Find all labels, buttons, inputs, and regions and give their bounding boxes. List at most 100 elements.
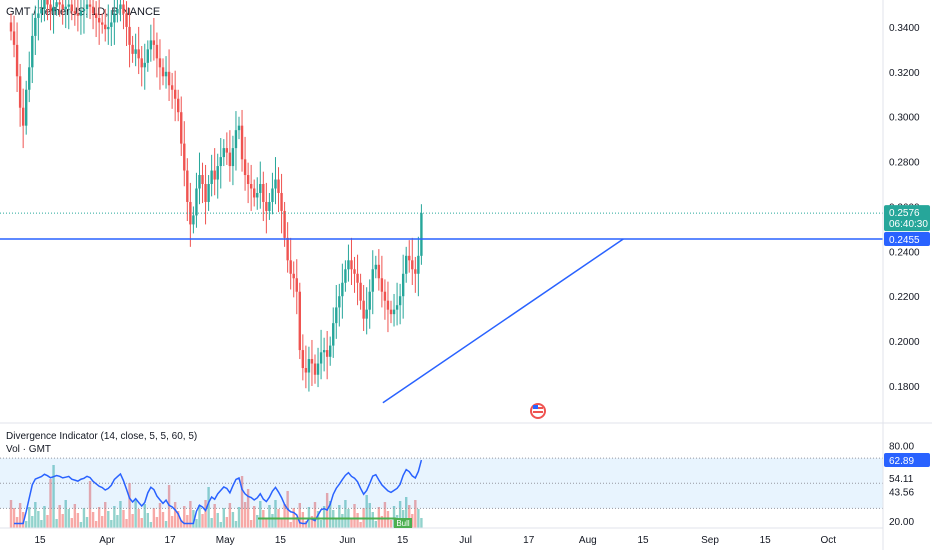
candle[interactable] bbox=[61, 0, 64, 25]
candle[interactable] bbox=[283, 201, 286, 247]
candle[interactable] bbox=[319, 329, 323, 380]
candle[interactable] bbox=[307, 346, 311, 392]
candle[interactable] bbox=[55, 0, 58, 16]
candle[interactable] bbox=[356, 254, 359, 306]
candle[interactable] bbox=[131, 35, 134, 63]
candle[interactable] bbox=[82, 0, 86, 34]
candle[interactable] bbox=[198, 152, 201, 205]
candle[interactable] bbox=[295, 259, 298, 315]
candle[interactable] bbox=[344, 260, 347, 292]
candle[interactable] bbox=[94, 1, 98, 38]
candle[interactable] bbox=[322, 337, 326, 372]
candle[interactable] bbox=[128, 7, 131, 68]
candle[interactable] bbox=[85, 0, 89, 18]
candle[interactable] bbox=[292, 261, 295, 298]
candle[interactable] bbox=[146, 40, 149, 72]
candle[interactable] bbox=[228, 130, 232, 182]
candle[interactable] bbox=[271, 172, 274, 215]
candle[interactable] bbox=[12, 15, 16, 58]
candle[interactable] bbox=[243, 136, 247, 191]
candle[interactable] bbox=[97, 0, 101, 45]
candle[interactable] bbox=[380, 255, 384, 308]
candle[interactable] bbox=[119, 0, 122, 22]
candle[interactable] bbox=[204, 164, 207, 225]
candle[interactable] bbox=[73, 0, 77, 26]
candle[interactable] bbox=[186, 158, 189, 222]
candle[interactable] bbox=[34, 5, 37, 55]
candle[interactable] bbox=[37, 0, 40, 41]
candle[interactable] bbox=[359, 273, 362, 310]
candle[interactable] bbox=[249, 164, 253, 211]
candle[interactable] bbox=[67, 0, 70, 30]
candle[interactable] bbox=[76, 0, 80, 32]
candle[interactable] bbox=[417, 236, 420, 297]
candle[interactable] bbox=[140, 46, 143, 87]
candle[interactable] bbox=[298, 282, 301, 360]
candle[interactable] bbox=[216, 153, 219, 199]
candle[interactable] bbox=[353, 256, 356, 293]
candle[interactable] bbox=[52, 0, 55, 34]
candle[interactable] bbox=[64, 0, 67, 29]
candle[interactable] bbox=[256, 177, 259, 210]
candle[interactable] bbox=[362, 284, 365, 331]
ascending-trendline[interactable] bbox=[382, 238, 624, 404]
candle[interactable] bbox=[262, 171, 265, 222]
candle[interactable] bbox=[9, 13, 13, 41]
candle[interactable] bbox=[155, 32, 159, 78]
candle[interactable] bbox=[21, 88, 25, 149]
candle[interactable] bbox=[158, 39, 162, 90]
candle[interactable] bbox=[15, 22, 19, 93]
candle[interactable] bbox=[149, 24, 153, 62]
candle[interactable] bbox=[210, 154, 213, 197]
candle[interactable] bbox=[277, 167, 280, 213]
candle[interactable] bbox=[414, 256, 417, 293]
candle[interactable] bbox=[383, 279, 387, 320]
candle[interactable] bbox=[58, 0, 61, 17]
us-flag-icon[interactable] bbox=[530, 403, 546, 419]
candle[interactable] bbox=[338, 283, 341, 327]
candle[interactable] bbox=[116, 0, 119, 23]
candle[interactable] bbox=[335, 284, 338, 339]
candle[interactable] bbox=[122, 0, 125, 30]
candle[interactable] bbox=[222, 139, 225, 167]
candle[interactable] bbox=[31, 13, 34, 84]
candle[interactable] bbox=[253, 179, 256, 207]
candle[interactable] bbox=[350, 237, 353, 285]
candle[interactable] bbox=[420, 204, 423, 265]
candle[interactable] bbox=[374, 255, 377, 279]
rsi-line[interactable] bbox=[14, 459, 423, 525]
candle[interactable] bbox=[167, 49, 171, 101]
candle[interactable] bbox=[18, 63, 22, 127]
candle[interactable] bbox=[219, 138, 222, 189]
volume-title[interactable]: Vol · GMT bbox=[6, 444, 52, 455]
candle[interactable] bbox=[70, 0, 73, 21]
candle[interactable] bbox=[313, 354, 317, 384]
candle[interactable] bbox=[137, 26, 140, 75]
candle[interactable] bbox=[88, 0, 92, 20]
candle[interactable] bbox=[134, 33, 137, 67]
candle[interactable] bbox=[274, 157, 277, 205]
candle[interactable] bbox=[28, 51, 31, 103]
candle[interactable] bbox=[368, 279, 371, 329]
candle[interactable] bbox=[25, 80, 28, 135]
candle[interactable] bbox=[347, 244, 350, 282]
candle[interactable] bbox=[180, 96, 183, 156]
candle[interactable] bbox=[405, 246, 408, 283]
candle[interactable] bbox=[240, 109, 244, 172]
candle[interactable] bbox=[225, 132, 229, 165]
candle[interactable] bbox=[195, 172, 198, 228]
candle[interactable] bbox=[377, 249, 381, 291]
candle[interactable] bbox=[101, 13, 104, 34]
candle[interactable] bbox=[231, 135, 235, 186]
candle[interactable] bbox=[164, 56, 168, 89]
candle[interactable] bbox=[389, 300, 393, 324]
candle[interactable] bbox=[268, 192, 271, 220]
candle[interactable] bbox=[183, 121, 186, 187]
candle[interactable] bbox=[113, 0, 116, 45]
candle[interactable] bbox=[173, 70, 177, 122]
candle[interactable] bbox=[392, 293, 396, 327]
candle[interactable] bbox=[207, 175, 210, 211]
candle[interactable] bbox=[401, 254, 405, 319]
candle[interactable] bbox=[386, 281, 390, 333]
